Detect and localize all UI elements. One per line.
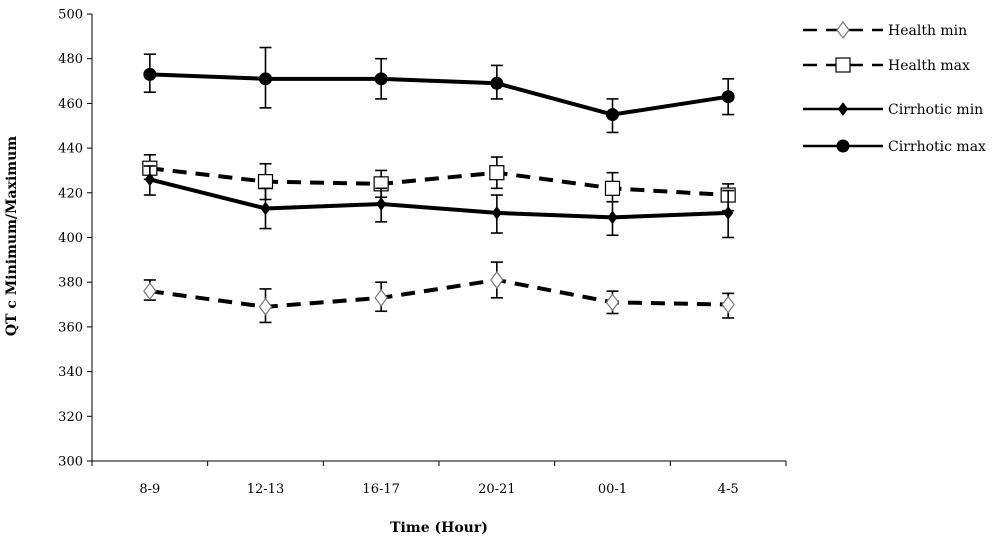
legend-marker [836,139,850,153]
data-point [491,206,502,220]
legend-label: Health max [888,58,970,74]
data-point [257,174,274,190]
data-point [605,293,620,312]
y-tick-label: 320 [58,410,83,425]
x-tick-label: 4-5 [718,482,739,497]
x-tick-label: 20-21 [478,482,515,497]
data-point [258,297,273,316]
data-point [490,76,504,90]
series-health-max [142,154,736,212]
data-point [376,197,387,211]
data-point [723,206,734,220]
x-axis-title: Time (Hour) [390,520,488,536]
y-tick-label: 400 [58,231,83,246]
y-tick-label: 360 [58,320,83,335]
legend-label: Health min [888,23,967,39]
legend: Health min Health max Cirrhotic min Cirrhot… [803,21,986,155]
y-tick-label: 340 [58,365,83,380]
data-point [604,180,621,196]
y-tick-label: 500 [58,8,83,23]
legend-marker [835,57,851,73]
legend-marker [837,102,849,116]
x-tick-label: 8-9 [139,482,160,497]
data-point [143,67,157,81]
y-tick-label: 460 [58,97,83,112]
series-line [149,72,729,117]
series-line [149,277,729,309]
data-point [489,165,505,181]
data-point [143,282,157,301]
x-tick-label: 12-13 [247,482,284,497]
y-tick-label: 380 [58,276,83,291]
y-tick-label: 480 [58,52,83,67]
y-tick-label: 440 [58,142,83,157]
x-tick-label: 16-17 [362,482,399,497]
series-cirrhotic-min [143,165,735,239]
legend-label: Cirrhotic max [888,139,986,155]
series-layer [142,46,736,324]
data-point [721,90,735,104]
series-line [149,177,729,220]
data-point [607,210,618,225]
data-point [260,201,271,216]
legend-item: Cirrhotic min [803,102,983,118]
legend-item: Health max [803,57,970,74]
data-point [721,295,735,314]
y-tick-label: 300 [58,455,83,470]
data-point [144,172,155,187]
series-line [149,166,729,198]
series-health-min [143,261,735,324]
data-point [490,270,504,289]
y-tick-label: 420 [58,186,83,201]
legend-label: Cirrhotic min [888,102,983,118]
axes: 300 320 340 360 380 400 420 440 460 480 500 8-9 12-1… [58,8,787,497]
legend-item: Cirrhotic max [803,139,986,155]
x-tick-label: 00-1 [598,482,627,497]
data-point [374,288,388,307]
data-point [259,72,272,86]
data-point [606,108,619,122]
series-cirrhotic-max [143,46,735,134]
legend-item: Health min [803,21,967,39]
data-point [374,72,388,86]
y-axis-title: QT c Minimum/Maximum [4,136,20,336]
legend-marker [836,21,850,39]
